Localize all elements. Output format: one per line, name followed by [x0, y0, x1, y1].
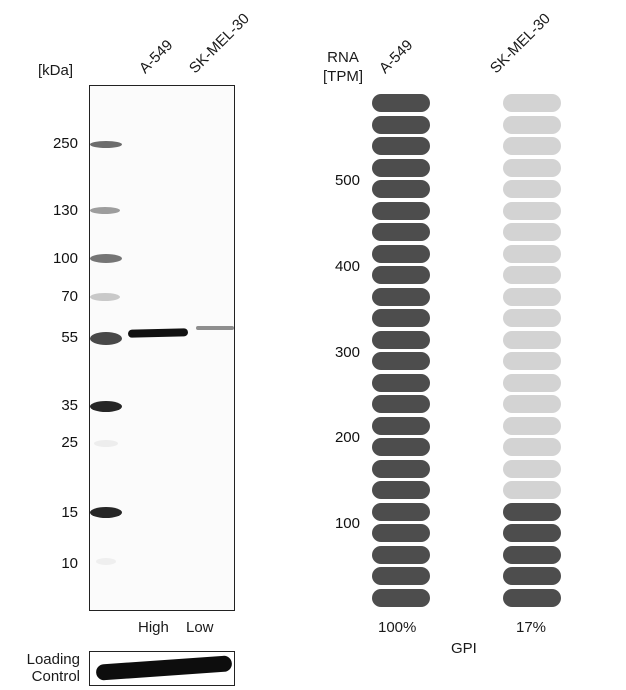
- rna-segment: [503, 502, 561, 521]
- rna-segment: [503, 266, 561, 284]
- ladder-band-70: [90, 293, 120, 301]
- rna-segment: [372, 158, 430, 177]
- rna-segment: [372, 438, 430, 456]
- marker-130: 130: [52, 202, 78, 219]
- sample-band-a549: [127, 328, 189, 338]
- rna-segment: [503, 309, 561, 327]
- rna-segment: [503, 524, 561, 542]
- rna-segment: [503, 588, 561, 607]
- rna-sample-label-a549: A-549: [375, 36, 417, 77]
- rna-segment: [372, 330, 430, 349]
- percent-skmel30: 17%: [516, 619, 547, 636]
- tpm-tick-200: 200: [334, 429, 360, 446]
- rna-segment: [372, 137, 430, 155]
- rna-segment: [503, 459, 561, 478]
- rna-bar-skmel30: [503, 94, 561, 610]
- lane-label-skmel30: SK-MEL-30: [185, 10, 253, 78]
- rna-segment: [372, 223, 430, 241]
- ladder-band-55: [90, 332, 122, 345]
- rna-segment: [503, 567, 561, 585]
- rna-segment: [372, 395, 430, 413]
- rna-segment: [372, 588, 430, 607]
- marker-100: 100: [52, 250, 78, 267]
- sample-band-skmel30: [196, 326, 234, 330]
- percent-a549: 100%: [378, 619, 417, 636]
- rna-segment: [503, 330, 561, 349]
- rna-segment: [503, 416, 561, 435]
- marker-10: 10: [61, 555, 78, 572]
- rna-segment: [372, 266, 430, 284]
- rna-segment: [372, 524, 430, 542]
- rna-segment: [372, 567, 430, 585]
- rna-segment: [372, 287, 430, 306]
- ladder-band-130: [90, 207, 120, 214]
- tpm-tick-400: 400: [334, 258, 360, 275]
- rna-segment: [372, 115, 430, 134]
- expression-low: Low: [186, 619, 214, 636]
- rna-segment: [372, 481, 430, 499]
- expression-high: High: [138, 619, 169, 636]
- rna-segment: [503, 244, 561, 263]
- marker-25: 25: [61, 434, 78, 451]
- rna-segment: [372, 94, 430, 112]
- rna-segment: [503, 373, 561, 392]
- marker-70: 70: [61, 288, 78, 305]
- rna-segment: [503, 158, 561, 177]
- tpm-tick-300: 300: [334, 344, 360, 361]
- rna-sample-label-skmel30: SK-MEL-30: [486, 10, 554, 78]
- rna-bar-a549: [372, 94, 430, 610]
- tpm-tick-500: 500: [334, 172, 360, 189]
- loading-control-label: Loading Control: [26, 651, 80, 685]
- rna-segment: [503, 94, 561, 112]
- ladder-band-100: [90, 254, 122, 263]
- marker-35: 35: [61, 397, 78, 414]
- lane-label-a549: A-549: [135, 36, 177, 77]
- rna-segment: [503, 438, 561, 456]
- ladder-band-35: [90, 401, 122, 412]
- rna-segment: [372, 201, 430, 220]
- rna-segment: [372, 180, 430, 198]
- rna-segment: [372, 459, 430, 478]
- rna-segment: [503, 545, 561, 564]
- rna-segment: [372, 244, 430, 263]
- rna-segment: [503, 115, 561, 134]
- rna-segment: [372, 502, 430, 521]
- ladder-band-250: [90, 141, 122, 148]
- rna-segment: [372, 309, 430, 327]
- rna-segment: [503, 352, 561, 370]
- rna-segment: [503, 395, 561, 413]
- rna-segment: [503, 201, 561, 220]
- marker-55: 55: [61, 329, 78, 346]
- kda-unit-label: [kDa]: [38, 62, 74, 79]
- rna-segment: [372, 373, 430, 392]
- ladder-band-15: [90, 507, 122, 518]
- western-blot-panel: [89, 85, 235, 611]
- loading-control-band: [95, 655, 233, 681]
- rna-segment: [503, 180, 561, 198]
- rna-segment: [503, 137, 561, 155]
- loading-control-panel: [89, 651, 235, 686]
- rna-segment: [503, 287, 561, 306]
- marker-15: 15: [61, 504, 78, 521]
- rna-axis-label: RNA [TPM]: [323, 49, 363, 85]
- marker-250: 250: [52, 135, 78, 152]
- rna-segment: [372, 416, 430, 435]
- ladder-band-25: [94, 440, 118, 447]
- rna-segment: [372, 545, 430, 564]
- rna-segment: [503, 223, 561, 241]
- tpm-tick-100: 100: [334, 515, 360, 532]
- rna-segment: [372, 352, 430, 370]
- rna-segment: [503, 481, 561, 499]
- gene-name: GPI: [451, 640, 477, 657]
- ladder-band-10: [96, 558, 116, 565]
